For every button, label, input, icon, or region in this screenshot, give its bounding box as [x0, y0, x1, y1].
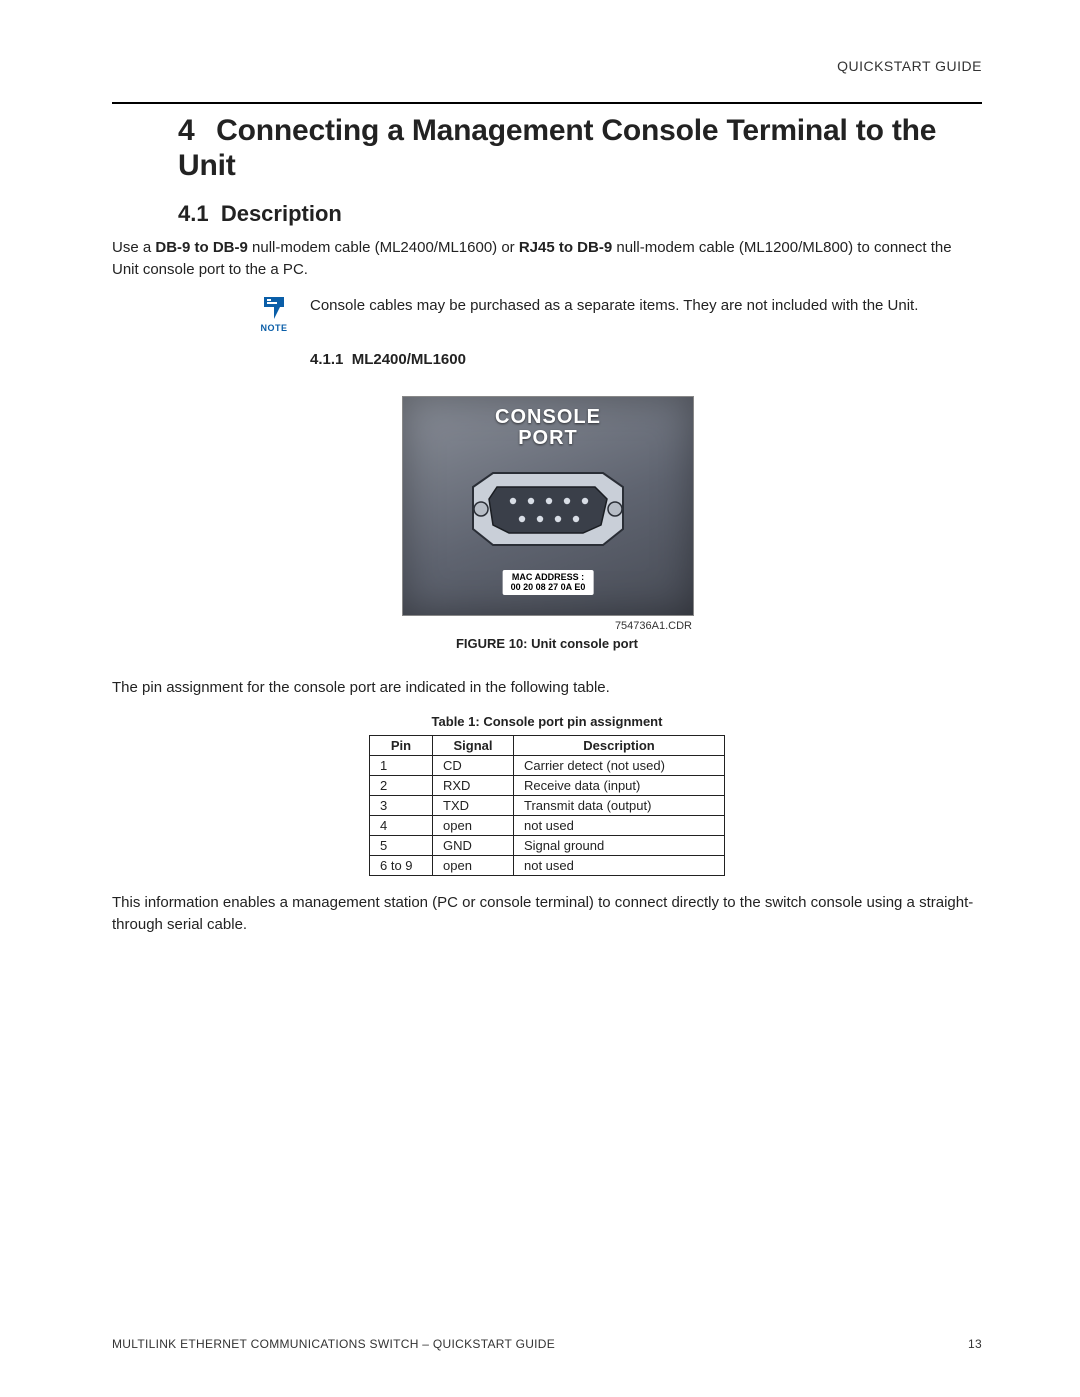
note-text: Console cables may be purchased as a sep… [310, 295, 982, 317]
cell-signal: GND [433, 836, 514, 856]
pin-table-wrap: Pin Signal Description 1 CD Carrier dete… [112, 735, 982, 876]
top-rule [112, 102, 982, 104]
cell-desc: Signal ground [514, 836, 725, 856]
cell-signal: open [433, 816, 514, 836]
p1-bold2: RJ45 to DB-9 [519, 239, 612, 256]
page-footer: MULTILINK ETHERNET COMMUNICATIONS SWITCH… [112, 1337, 982, 1351]
subsection-number: 4.1.1 [310, 351, 343, 368]
cell-desc: not used [514, 856, 725, 876]
cell-desc: Carrier detect (not used) [514, 756, 725, 776]
chapter-heading: 4 Connecting a Management Console Termin… [112, 114, 982, 183]
footer-left: MULTILINK ETHERNET COMMUNICATIONS SWITCH… [112, 1337, 555, 1351]
subsection-title: ML2400/ML1600 [352, 351, 466, 368]
cell-signal: CD [433, 756, 514, 776]
th-signal: Signal [433, 736, 514, 756]
note-block: NOTE Console cables may be purchased as … [252, 295, 982, 333]
page: QUICKSTART GUIDE 4 Connecting a Manageme… [0, 0, 1080, 1397]
mac-line1: MAC ADDRESS : [512, 572, 584, 582]
table-row: 6 to 9 open not used [370, 856, 725, 876]
figure-caption: FIGURE 10: Unit console port [402, 636, 692, 651]
table-header-row: Pin Signal Description [370, 736, 725, 756]
cell-signal: TXD [433, 796, 514, 816]
cell-pin: 3 [370, 796, 433, 816]
p1-bold1: DB-9 to DB-9 [155, 239, 248, 256]
p1-mid: null-modem cable (ML2400/ML1600) or [248, 239, 519, 256]
cell-desc: Transmit data (output) [514, 796, 725, 816]
pin-assignment-intro: The pin assignment for the console port … [112, 677, 982, 699]
section-title: Description [221, 201, 342, 226]
chapter-number: 4 [178, 114, 208, 149]
subsection-heading: 4.1.1 ML2400/ML1600 [310, 351, 982, 368]
db9-connector-graphic [463, 467, 633, 551]
console-port-photo: CONSOLE PORT [402, 396, 694, 616]
figure-file-ref: 754736A1.CDR [402, 620, 692, 632]
table-row: 5 GND Signal ground [370, 836, 725, 856]
pin-assignment-table: Pin Signal Description 1 CD Carrier dete… [369, 735, 725, 876]
photo-top-label: CONSOLE PORT [403, 407, 693, 449]
cell-desc: not used [514, 816, 725, 836]
section-heading: 4.1 Description [112, 201, 982, 227]
description-paragraph-1: Use a DB-9 to DB-9 null-modem cable (ML2… [112, 237, 982, 281]
mac-line2: 00 20 08 27 0A E0 [511, 582, 586, 592]
cell-pin: 1 [370, 756, 433, 776]
table-row: 4 open not used [370, 816, 725, 836]
p1-pre: Use a [112, 239, 155, 256]
figure-wrap: CONSOLE PORT [112, 396, 982, 669]
figure: CONSOLE PORT [402, 396, 692, 669]
cell-pin: 6 to 9 [370, 856, 433, 876]
photo-top-line1: CONSOLE [495, 406, 601, 428]
table-row: 2 RXD Receive data (input) [370, 776, 725, 796]
cell-pin: 5 [370, 836, 433, 856]
cell-pin: 4 [370, 816, 433, 836]
note-label: NOTE [252, 323, 296, 333]
running-head: QUICKSTART GUIDE [112, 58, 982, 74]
section-number: 4.1 [178, 201, 209, 226]
table-row: 3 TXD Transmit data (output) [370, 796, 725, 816]
chapter-title: Connecting a Management Console Terminal… [178, 114, 936, 182]
photo-top-line2: PORT [518, 427, 578, 449]
cell-signal: RXD [433, 776, 514, 796]
footer-page-number: 13 [968, 1337, 982, 1351]
table-caption: Table 1: Console port pin assignment [112, 714, 982, 729]
cell-desc: Receive data (input) [514, 776, 725, 796]
th-pin: Pin [370, 736, 433, 756]
note-icon: NOTE [252, 295, 296, 333]
table-row: 1 CD Carrier detect (not used) [370, 756, 725, 776]
mac-address-label: MAC ADDRESS : 00 20 08 27 0A E0 [503, 570, 594, 595]
closing-paragraph: This information enables a management st… [112, 892, 982, 936]
cell-signal: open [433, 856, 514, 876]
cell-pin: 2 [370, 776, 433, 796]
th-description: Description [514, 736, 725, 756]
